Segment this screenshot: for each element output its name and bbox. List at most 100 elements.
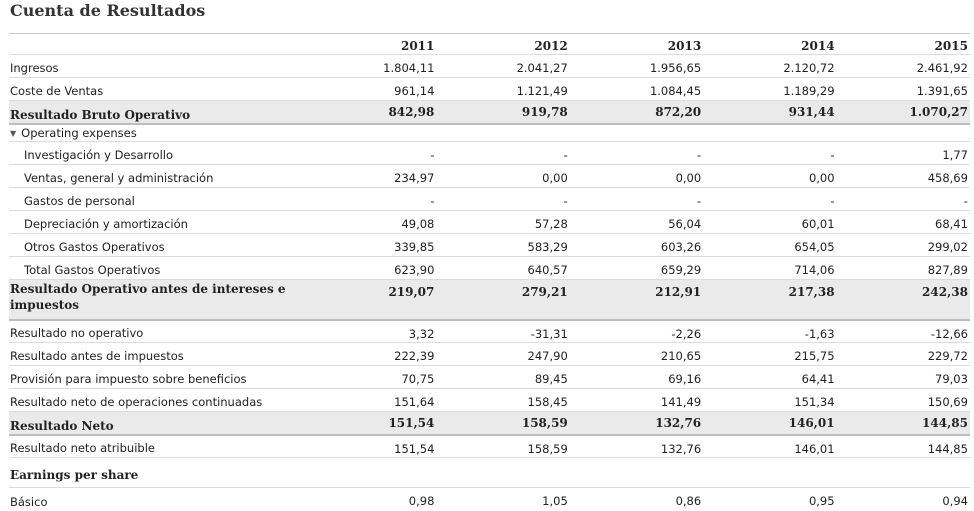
value-cell: -1,63	[804, 326, 835, 341]
year-header: 2011	[400, 39, 435, 53]
row-operaciones-continuadas: Resultado neto de operaciones continuada…	[9, 389, 970, 412]
value-cell: 79,03	[935, 372, 968, 386]
value-cell: -	[430, 194, 435, 208]
value-cell: 151,54	[394, 441, 435, 456]
row-label[interactable]: ▼ Operating expenses	[9, 124, 970, 142]
row-antes-impuestos: Resultado antes de impuestos 222,39 247,90…	[9, 343, 970, 366]
row-label: Resultado neto de operaciones continuada…	[10, 395, 263, 409]
row-label: Resultado neto atribuible	[10, 441, 155, 455]
row-label: Total Gastos Operativos	[24, 263, 161, 277]
value-cell: 49,08	[401, 217, 435, 231]
year-header-row: 2011 2012 2013 2014 2015	[9, 33, 970, 55]
value-cell: 0,98	[408, 494, 435, 508]
value-cell: 1,05	[542, 494, 568, 508]
row-label: Resultado Neto	[10, 418, 114, 433]
value-cell: -	[697, 148, 702, 162]
value-cell: 2.041,27	[516, 61, 568, 75]
value-cell: 217,38	[788, 285, 835, 299]
row-resultado-neto: Resultado Neto 151,54 158,59 132,76 146,01 14…	[9, 411, 970, 435]
value-cell: 0,00	[675, 171, 702, 185]
value-cell: 339,85	[394, 240, 435, 254]
value-cell: -	[563, 148, 568, 162]
value-cell: 210,65	[660, 349, 702, 363]
caret-down-icon[interactable]: ▼	[10, 128, 17, 138]
row-label: Gastos de personal	[24, 194, 135, 208]
value-cell: 0,00	[808, 171, 835, 185]
row-label: Otros Gastos Operativos	[24, 240, 165, 254]
value-cell: 64,41	[801, 372, 835, 386]
value-cell: 0,86	[675, 494, 702, 508]
value-cell: 2.120,72	[783, 61, 835, 75]
value-cell: 69,16	[668, 372, 702, 386]
value-cell: 144,85	[927, 441, 968, 456]
row-ingresos: Ingresos 1.804,11 2.041,27 1.956,65 2.120,72…	[9, 55, 970, 78]
value-cell: 158,45	[527, 395, 568, 409]
value-cell: 827,89	[927, 263, 968, 277]
value-cell: 654,05	[794, 240, 835, 254]
value-cell: 3,32	[408, 326, 435, 341]
value-cell: -2,26	[671, 326, 702, 341]
row-depreciacion: Depreciación y amortización 49,08 57,28 56,…	[9, 211, 970, 234]
value-cell: 151,54	[388, 416, 435, 430]
value-cell: 141,49	[660, 395, 702, 409]
value-cell: 219,07	[388, 285, 435, 299]
value-cell: 89,45	[534, 372, 568, 386]
row-gastos-personal: Gastos de personal - - - - -	[9, 188, 970, 211]
value-cell: 623,90	[394, 263, 435, 277]
value-cell: 151,64	[394, 395, 435, 409]
year-header: 2012	[534, 39, 568, 53]
group-label: Operating expenses	[21, 125, 137, 140]
value-cell: 158,59	[521, 416, 568, 430]
value-cell: 215,75	[794, 349, 835, 363]
value-cell: 146,01	[788, 416, 835, 430]
row-label: Resultado Bruto Operativo	[10, 107, 191, 122]
value-cell: 961,14	[394, 84, 435, 98]
value-cell: 714,06	[794, 263, 835, 277]
value-cell: 1.804,11	[383, 61, 435, 75]
value-cell: -12,66	[930, 326, 968, 341]
row-label: Resultado no operativo	[10, 326, 144, 340]
value-cell: 1.391,65	[916, 84, 968, 98]
value-cell: 640,57	[527, 263, 568, 277]
value-cell: 1.121,49	[516, 84, 568, 98]
value-cell: 931,44	[788, 105, 835, 119]
value-cell: 68,41	[935, 217, 968, 231]
row-ventas-general: Ventas, general y administración 234,97 0,…	[9, 165, 970, 188]
value-cell: 60,01	[801, 217, 835, 231]
value-cell: -	[563, 194, 568, 208]
value-cell: -	[830, 148, 835, 162]
value-cell: 57,28	[534, 217, 568, 231]
value-cell: 0,94	[942, 494, 968, 508]
row-provision: Provisión para impuesto sobre beneficios…	[9, 366, 970, 389]
value-cell: 1.189,29	[783, 84, 835, 98]
value-cell: 458,69	[927, 171, 968, 185]
value-cell: 0,95	[808, 494, 835, 508]
value-cell: 144,85	[922, 416, 968, 430]
value-cell: 872,20	[655, 105, 702, 119]
row-label: Provisión para impuesto sobre beneficios	[10, 372, 247, 386]
row-label: Investigación y Desarrollo	[24, 148, 173, 162]
value-cell: -	[430, 148, 435, 162]
page-title: Cuenta de Resultados	[10, 1, 206, 20]
value-cell: -	[963, 194, 968, 208]
value-cell: 659,29	[660, 263, 702, 277]
header-label-cell	[9, 34, 303, 55]
value-cell: 222,39	[394, 349, 435, 363]
row-otros-gastos: Otros Gastos Operativos 339,85 583,29 603,2…	[9, 234, 970, 257]
row-label: Resultado antes de impuestos	[10, 349, 184, 363]
value-cell: 1,77	[942, 148, 968, 162]
row-basico: Básico 0,98 1,05 0,86 0,95 0,94	[9, 488, 970, 511]
value-cell: 212,91	[655, 285, 702, 299]
row-no-operativo: Resultado no operativo 3,32 -31,31 -2,26 -1,…	[9, 320, 970, 343]
row-resultado-bruto: Resultado Bruto Operativo 842,98 919,78 872…	[9, 100, 970, 124]
value-cell: 158,59	[527, 441, 568, 456]
row-operating-expenses: ▼ Operating expenses	[9, 124, 970, 142]
value-cell: 242,38	[922, 285, 968, 299]
row-total-gastos: Total Gastos Operativos 623,90 640,57 659,2…	[9, 257, 970, 280]
value-cell: 132,76	[655, 416, 702, 430]
value-cell: 70,75	[401, 372, 435, 386]
value-cell: -31,31	[530, 326, 568, 341]
value-cell: 299,02	[927, 240, 968, 254]
row-label: Depreciación y amortización	[24, 217, 188, 231]
